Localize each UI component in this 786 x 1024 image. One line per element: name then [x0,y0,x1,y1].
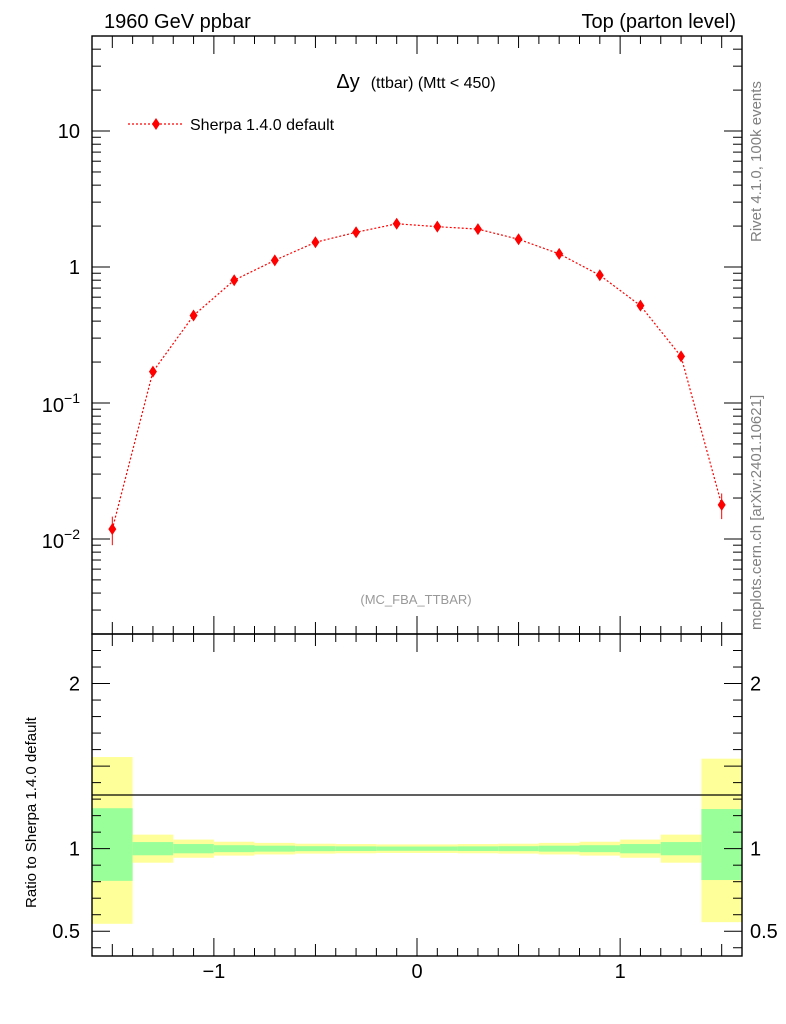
data-point [392,217,401,230]
chart-title-main: Δy [336,71,359,93]
data-point [677,350,686,363]
ratio-band-inner-0 [92,808,133,881]
ratio-y-tick-label-right: 0.5 [750,921,778,943]
ratio-bands [92,757,742,924]
ratio-band-inner-14 [660,842,702,856]
data-point [473,223,482,236]
ratio-y-tick-label-right: 1 [750,839,761,861]
ratio-band-inner-15 [701,809,742,881]
ratio-y-tick-label: 1 [69,839,80,861]
ratio-band-inner-4 [254,845,296,852]
data-point [270,254,279,267]
analysis-watermark: (MC_FBA_TTBAR) [360,592,471,607]
ratio-band-inner-13 [620,844,661,854]
ratio-band-inner-5 [295,846,336,852]
ratio-band-inner-6 [335,846,377,851]
data-point [148,365,157,378]
y-tick-exp: −1 [64,390,80,406]
ratio-band-inner-1 [132,842,174,856]
ratio-band-inner-10 [498,846,539,852]
chart-title: Δy (ttbar) (Mtt < 450) [336,71,495,93]
ratio-band-inner-11 [538,845,580,852]
ratio-band-inner-7 [376,846,417,851]
data-point [555,247,564,260]
data-point [433,220,442,233]
y-tick-label: 10 [58,121,80,143]
data-point [352,226,361,239]
ratio-ylabel: Ratio to Sherpa 1.4.0 default [23,716,40,908]
side-rivet: Rivet 4.1.0, 100k events [748,81,765,242]
y-tick-label: 1 [69,257,80,279]
ratio-y-tick-label-right: 2 [750,674,761,696]
series-layer [108,217,726,546]
ratio-panel-frame [91,633,743,957]
legend: Sherpa 1.4.0 default [128,117,335,134]
series-line-0 [111,223,723,530]
side-source: mcplots.cern.ch [arXiv:2401.10621] [748,395,765,630]
data-point [595,269,604,282]
data-point [108,523,117,536]
ratio-band-inner-8 [417,846,458,851]
data-point [717,498,726,511]
y-tick-label: 10−2 [42,526,80,553]
data-point [311,236,320,249]
chart-title-rest: (ttbar) (Mtt < 450) [371,75,496,92]
y-tick-base: 10 [42,531,64,553]
x-tick-label: 0 [411,961,422,983]
header-right: Top (parton level) [581,11,736,33]
data-point [230,274,239,287]
y-tick-base: 10 [42,395,64,417]
ratio-band-inner-12 [579,845,621,853]
data-point [636,299,645,312]
header-left: 1960 GeV ppbar [104,11,251,33]
y-tick-exp: −2 [64,526,80,542]
ratio-y-tick-label: 0.5 [52,921,80,943]
ratio-band-inner-3 [213,845,255,853]
ratio-band-inner-2 [173,844,214,854]
legend-label: Sherpa 1.4.0 default [190,117,335,134]
x-tick-label: −1 [202,961,225,983]
ratio-band-inner-9 [457,846,499,851]
data-point [514,233,523,246]
data-point [189,309,198,322]
legend-marker [152,118,160,130]
y-tick-label: 10−1 [42,390,80,417]
x-tick-label: 1 [615,961,626,983]
ratio-y-tick-label: 2 [69,674,80,696]
